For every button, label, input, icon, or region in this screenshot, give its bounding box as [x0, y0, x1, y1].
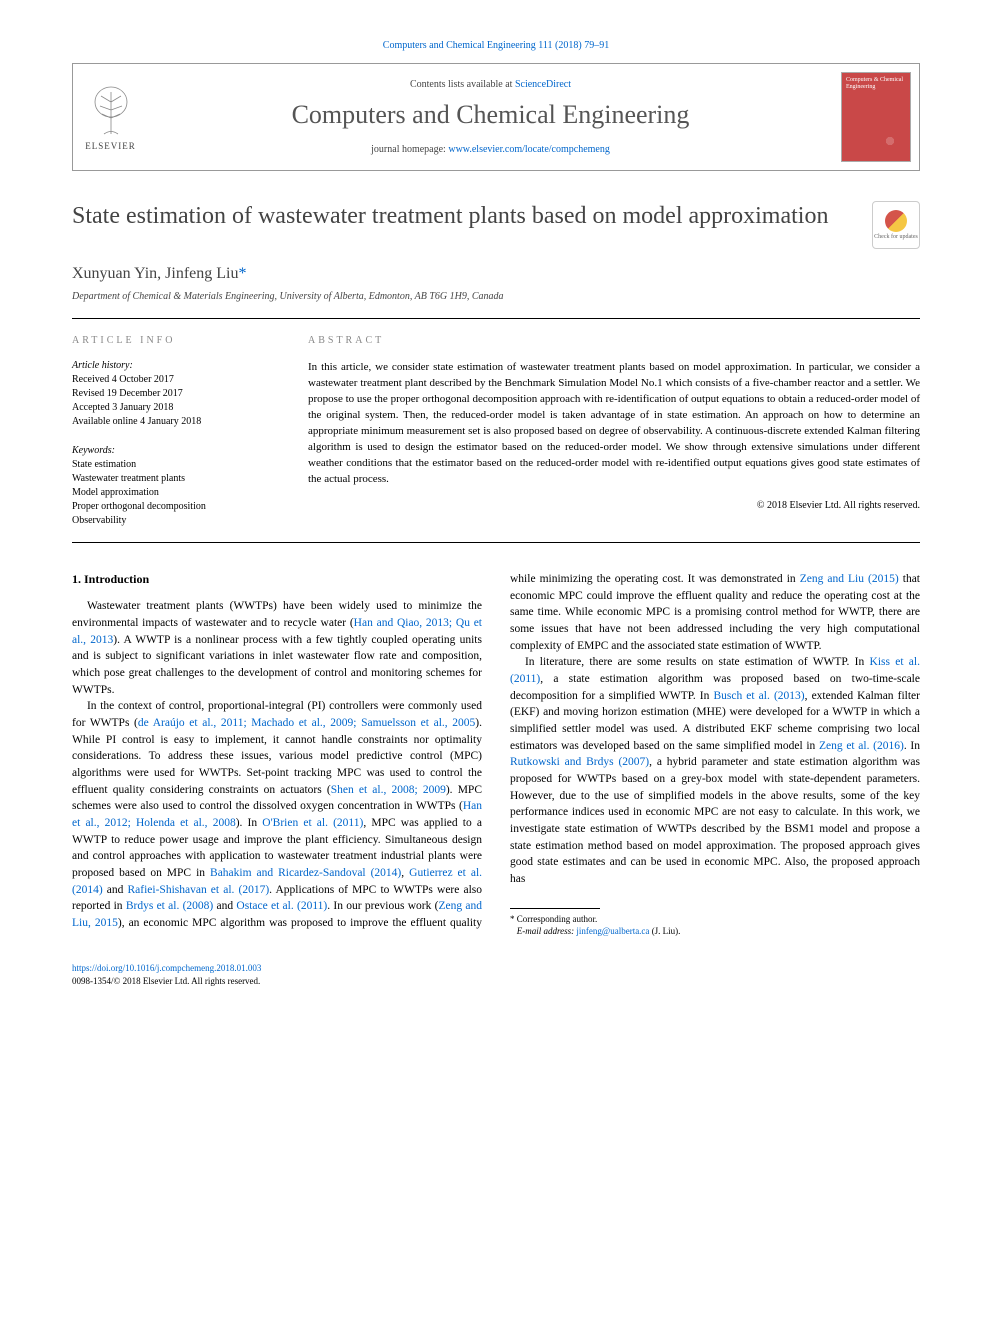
citation-link[interactable]: Ostace et al. (2011) — [236, 900, 327, 912]
contents-available-line: Contents lists available at ScienceDirec… — [158, 79, 823, 90]
citation-link[interactable]: Zeng et al. (2016) — [819, 740, 904, 752]
text-run: ). A WWTP is a nonlinear process with a … — [72, 634, 482, 696]
accepted-date: Accepted 3 January 2018 — [72, 401, 272, 415]
text-run: . In — [904, 740, 920, 752]
contents-prefix: Contents lists available at — [410, 79, 515, 90]
text-run: , a hybrid parameter and state estimatio… — [510, 756, 920, 885]
elsevier-logo: ELSEVIER — [73, 64, 148, 170]
citation-link[interactable]: Rutkowski and Brdys (2007) — [510, 756, 649, 768]
keywords-label: Keywords: — [72, 445, 272, 456]
author-names: Xunyuan Yin, Jinfeng Liu — [72, 265, 239, 282]
footnote-rule — [510, 908, 600, 909]
article-history-label: Article history: — [72, 360, 272, 371]
online-date: Available online 4 January 2018 — [72, 415, 272, 429]
revised-date: Revised 19 December 2017 — [72, 387, 272, 401]
keyword: Wastewater treatment plants — [72, 472, 272, 486]
received-date: Received 4 October 2017 — [72, 373, 272, 387]
journal-homepage-link[interactable]: www.elsevier.com/locate/compchemeng — [448, 144, 610, 155]
affiliation: Department of Chemical & Materials Engin… — [72, 291, 920, 302]
email-label: E-mail address: — [517, 926, 577, 936]
corresponding-mark: * — [239, 265, 247, 282]
email-suffix: (J. Liu). — [649, 926, 680, 936]
body-text: 1. Introduction Wastewater treatment pla… — [72, 571, 920, 938]
intro-para-1: Wastewater treatment plants (WWTPs) have… — [72, 598, 482, 698]
journal-header: ELSEVIER Contents lists available at Sci… — [72, 63, 920, 171]
citation-link[interactable]: Shen et al., 2008; 2009 — [331, 784, 446, 796]
citation-link[interactable]: Zeng and Liu (2015) — [800, 573, 899, 585]
section-heading-intro: 1. Introduction — [72, 571, 482, 588]
journal-homepage-line: journal homepage: www.elsevier.com/locat… — [158, 144, 823, 155]
homepage-prefix: journal homepage: — [371, 144, 448, 155]
elsevier-wordmark: ELSEVIER — [85, 141, 136, 151]
abstract-block: abstract In this article, we consider st… — [308, 335, 920, 528]
running-head-citation: Computers and Chemical Engineering 111 (… — [72, 40, 920, 51]
intro-para-3: In literature, there are some results on… — [510, 654, 920, 887]
email-footnote: E-mail address: jinfeng@ualberta.ca (J. … — [510, 925, 920, 938]
abstract-head: abstract — [308, 335, 920, 346]
author-email-link[interactable]: jinfeng@ualberta.ca — [576, 926, 649, 936]
text-run: ). In — [236, 817, 263, 829]
keyword: Observability — [72, 514, 272, 528]
check-updates-badge[interactable]: Check for updates — [872, 201, 920, 249]
abstract-copyright: © 2018 Elsevier Ltd. All rights reserved… — [308, 500, 920, 511]
abstract-text: In this article, we consider state estim… — [308, 360, 920, 488]
journal-cover-thumbnail: Computers & Chemical Engineering — [841, 72, 911, 162]
text-run: In literature, there are some results on… — [525, 656, 870, 668]
elsevier-tree-icon — [86, 84, 136, 139]
sciencedirect-link[interactable]: ScienceDirect — [515, 79, 571, 90]
article-info-block: article info Article history: Received 4… — [72, 335, 272, 528]
check-updates-label: Check for updates — [874, 234, 918, 240]
citation-link[interactable]: Bahakim and Ricardez-Sandoval (2014) — [210, 867, 401, 879]
keyword: State estimation — [72, 458, 272, 472]
citation-link[interactable]: Rafiei-Shishavan et al. (2017) — [128, 884, 270, 896]
citation-link[interactable]: Brdys et al. (2008) — [126, 900, 213, 912]
rule-below-abstract — [72, 542, 920, 543]
journal-title: Computers and Chemical Engineering — [158, 100, 823, 130]
article-title: State estimation of wastewater treatment… — [72, 201, 852, 232]
text-run: and — [213, 900, 236, 912]
text-run: . In our previous work ( — [327, 900, 438, 912]
doi-link[interactable]: https://doi.org/10.1016/j.compchemeng.20… — [72, 963, 261, 973]
crossmark-icon — [885, 210, 907, 232]
keyword: Proper orthogonal decomposition — [72, 500, 272, 514]
citation-link[interactable]: Busch et al. (2013) — [713, 690, 804, 702]
keyword: Model approximation — [72, 486, 272, 500]
rule-above-info — [72, 318, 920, 319]
citation-link[interactable]: de Araújo et al., 2011; Machado et al., … — [138, 717, 475, 729]
footer-block: https://doi.org/10.1016/j.compchemeng.20… — [72, 962, 920, 987]
article-info-head: article info — [72, 335, 272, 346]
cover-label: Computers & Chemical Engineering — [846, 77, 906, 90]
text-run: , — [401, 867, 409, 879]
cover-graphic-icon — [875, 126, 905, 156]
text-run: and — [103, 884, 128, 896]
citation-link[interactable]: O'Brien et al. (2011) — [262, 817, 363, 829]
corresponding-author-footnote: * Corresponding author. — [510, 913, 920, 926]
issn-copyright: 0098-1354/© 2018 Elsevier Ltd. All right… — [72, 976, 260, 986]
authors-line: Xunyuan Yin, Jinfeng Liu* — [72, 265, 920, 283]
